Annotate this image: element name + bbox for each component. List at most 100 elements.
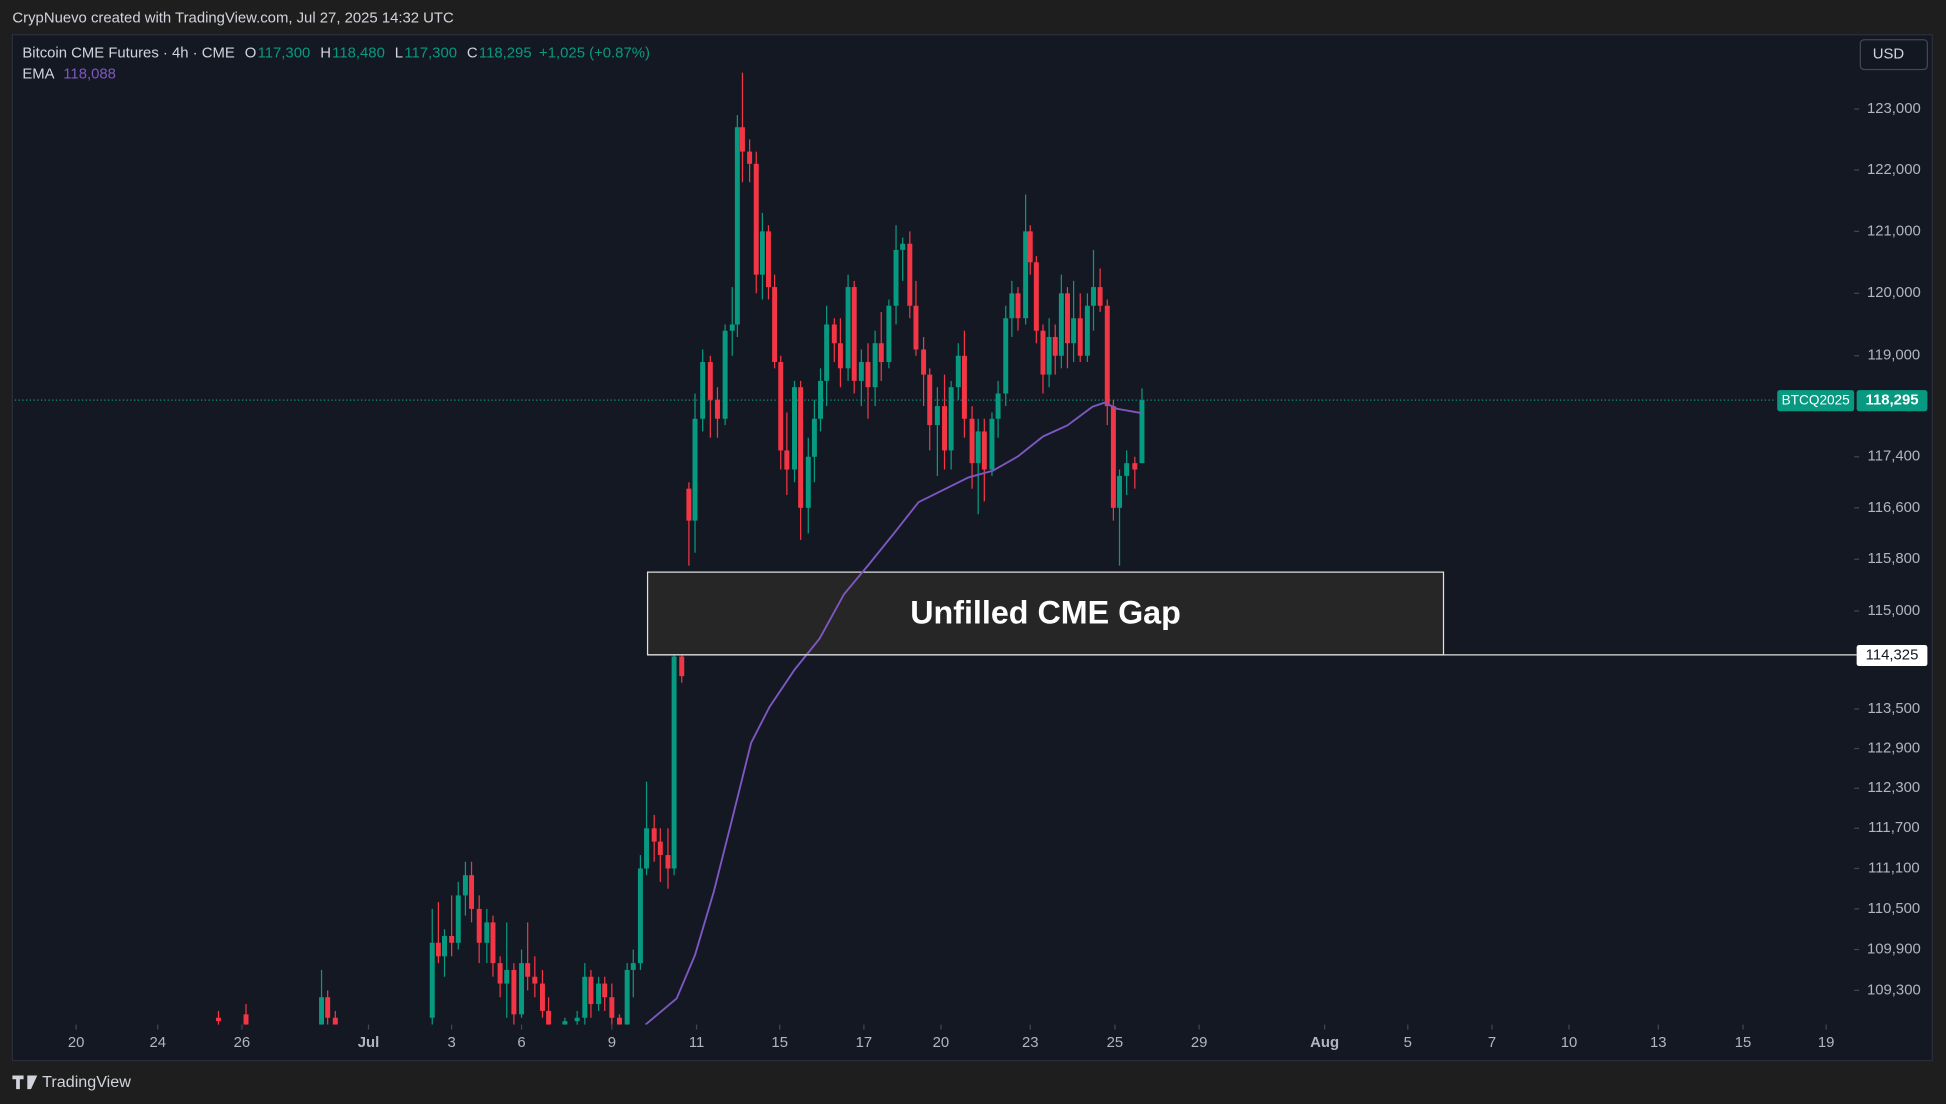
candle-body bbox=[455, 895, 461, 943]
candle-body bbox=[1139, 400, 1145, 464]
candle-body bbox=[722, 330, 728, 419]
candle-body bbox=[700, 362, 706, 419]
candle-body bbox=[1117, 475, 1122, 508]
candle-body bbox=[907, 243, 913, 306]
x-tick-label: 24 bbox=[149, 1035, 166, 1051]
candle-body bbox=[784, 450, 790, 470]
symbol-label: BTCQ2025 bbox=[1782, 392, 1850, 407]
candle-body bbox=[1003, 318, 1009, 394]
candle-body bbox=[778, 362, 784, 451]
x-tick-label: 11 bbox=[689, 1035, 704, 1051]
x-tick-label: 9 bbox=[608, 1035, 616, 1051]
x-tick-label: 15 bbox=[771, 1035, 788, 1051]
candle-body bbox=[1015, 293, 1021, 319]
candle-body bbox=[1046, 336, 1052, 375]
candle-body bbox=[995, 393, 1001, 419]
candle-body bbox=[574, 1017, 580, 1022]
legend-change: +1,025 (+0.87%) bbox=[539, 45, 650, 61]
candle-body bbox=[1110, 406, 1116, 508]
candle-body bbox=[484, 922, 490, 943]
candle-body bbox=[497, 963, 503, 984]
price-label: 118,295 bbox=[1866, 393, 1919, 409]
ema-line bbox=[644, 401, 1143, 1025]
y-tick-label: 109,900 bbox=[1867, 941, 1921, 957]
y-tick-label: 111,100 bbox=[1868, 860, 1920, 876]
y-tick-label: 115,000 bbox=[1868, 603, 1921, 619]
plot-area bbox=[14, 72, 1775, 1025]
candle-body bbox=[989, 418, 995, 470]
gap-level-label: 114,325 bbox=[1866, 647, 1919, 663]
chart-title: Bitcoin CME Futures · 4h · CME bbox=[22, 45, 235, 61]
candle-body bbox=[942, 406, 947, 451]
candle-body bbox=[511, 969, 517, 1015]
candle-body bbox=[546, 1010, 552, 1025]
gap-label: Unfilled CME Gap bbox=[910, 594, 1181, 630]
ema-legend: EMA 118,088 bbox=[22, 66, 116, 82]
y-tick-label: 121,000 bbox=[1867, 223, 1921, 239]
candle-body bbox=[609, 997, 615, 1018]
candle-body bbox=[435, 942, 441, 957]
footer-logo bbox=[12, 1075, 38, 1090]
candle-body bbox=[1132, 463, 1138, 470]
candle-body bbox=[602, 983, 608, 998]
candle-body bbox=[818, 380, 824, 419]
candle-body bbox=[686, 488, 692, 521]
currency[interactable]: USD bbox=[1873, 47, 1905, 63]
currency-button[interactable] bbox=[1859, 39, 1929, 71]
x-tick-label: 19 bbox=[1818, 1035, 1835, 1051]
x-tick-label: 26 bbox=[234, 1035, 251, 1051]
candle-body bbox=[490, 922, 496, 964]
x-tick-label: 6 bbox=[517, 1035, 525, 1051]
candle-body bbox=[692, 418, 698, 521]
candle-body bbox=[851, 287, 857, 381]
y-tick-label: 112,300 bbox=[1868, 780, 1921, 796]
candle-body bbox=[617, 1017, 622, 1025]
candle-body bbox=[792, 387, 797, 470]
candle-body bbox=[215, 1017, 221, 1022]
candle-body bbox=[1077, 318, 1083, 356]
legend-line: Bitcoin CME Futures · 4h · CME O117,300 H1… bbox=[22, 45, 650, 61]
candle-body bbox=[837, 343, 843, 369]
candle-body bbox=[805, 456, 811, 508]
legend-key: O bbox=[245, 45, 257, 61]
candle-body bbox=[747, 151, 753, 164]
y-tick-label: 123,000 bbox=[1867, 101, 1921, 117]
candle-body bbox=[1058, 293, 1064, 356]
candle-body bbox=[429, 942, 435, 1018]
legend-value: 118,480 bbox=[332, 45, 385, 61]
candle-body bbox=[325, 997, 331, 1018]
y-tick-label: 113,500 bbox=[1868, 701, 1921, 717]
candle-body bbox=[969, 418, 975, 464]
candle-body bbox=[671, 656, 677, 869]
x-tick-label: 15 bbox=[1735, 1035, 1752, 1051]
candle-body bbox=[927, 374, 933, 426]
y-tick-label: 120,000 bbox=[1867, 285, 1921, 301]
candle-body bbox=[596, 983, 602, 1005]
x-tick-label: 13 bbox=[1650, 1035, 1667, 1051]
candle-body bbox=[630, 963, 636, 970]
footer-brand: TradingView bbox=[42, 1073, 131, 1091]
candle-body bbox=[845, 287, 851, 369]
candle-body bbox=[714, 399, 720, 419]
candle-body bbox=[582, 976, 588, 1018]
overlay: Bitcoin CME Futures · 4h · CME O117,300 H1… bbox=[22, 45, 1928, 1051]
candle-body bbox=[1052, 336, 1058, 356]
x-tick-label: Jul bbox=[358, 1035, 380, 1051]
candle-body bbox=[734, 127, 740, 325]
candle-body bbox=[651, 828, 657, 842]
candle-body bbox=[562, 1021, 568, 1025]
candle-body bbox=[772, 287, 778, 363]
candle-body bbox=[525, 963, 531, 977]
y-tick-label: 117,400 bbox=[1868, 449, 1921, 465]
y-tick-label: 115,800 bbox=[1868, 551, 1921, 567]
candle-body bbox=[637, 868, 643, 964]
candle-body bbox=[504, 969, 510, 984]
x-tick-label: 23 bbox=[1022, 1035, 1039, 1051]
candle-body bbox=[442, 935, 447, 957]
candle-body bbox=[657, 841, 663, 856]
candle-body bbox=[981, 431, 987, 470]
legend-key: H bbox=[320, 45, 331, 61]
candle-body bbox=[753, 163, 759, 275]
symbol-box bbox=[1777, 390, 1855, 412]
